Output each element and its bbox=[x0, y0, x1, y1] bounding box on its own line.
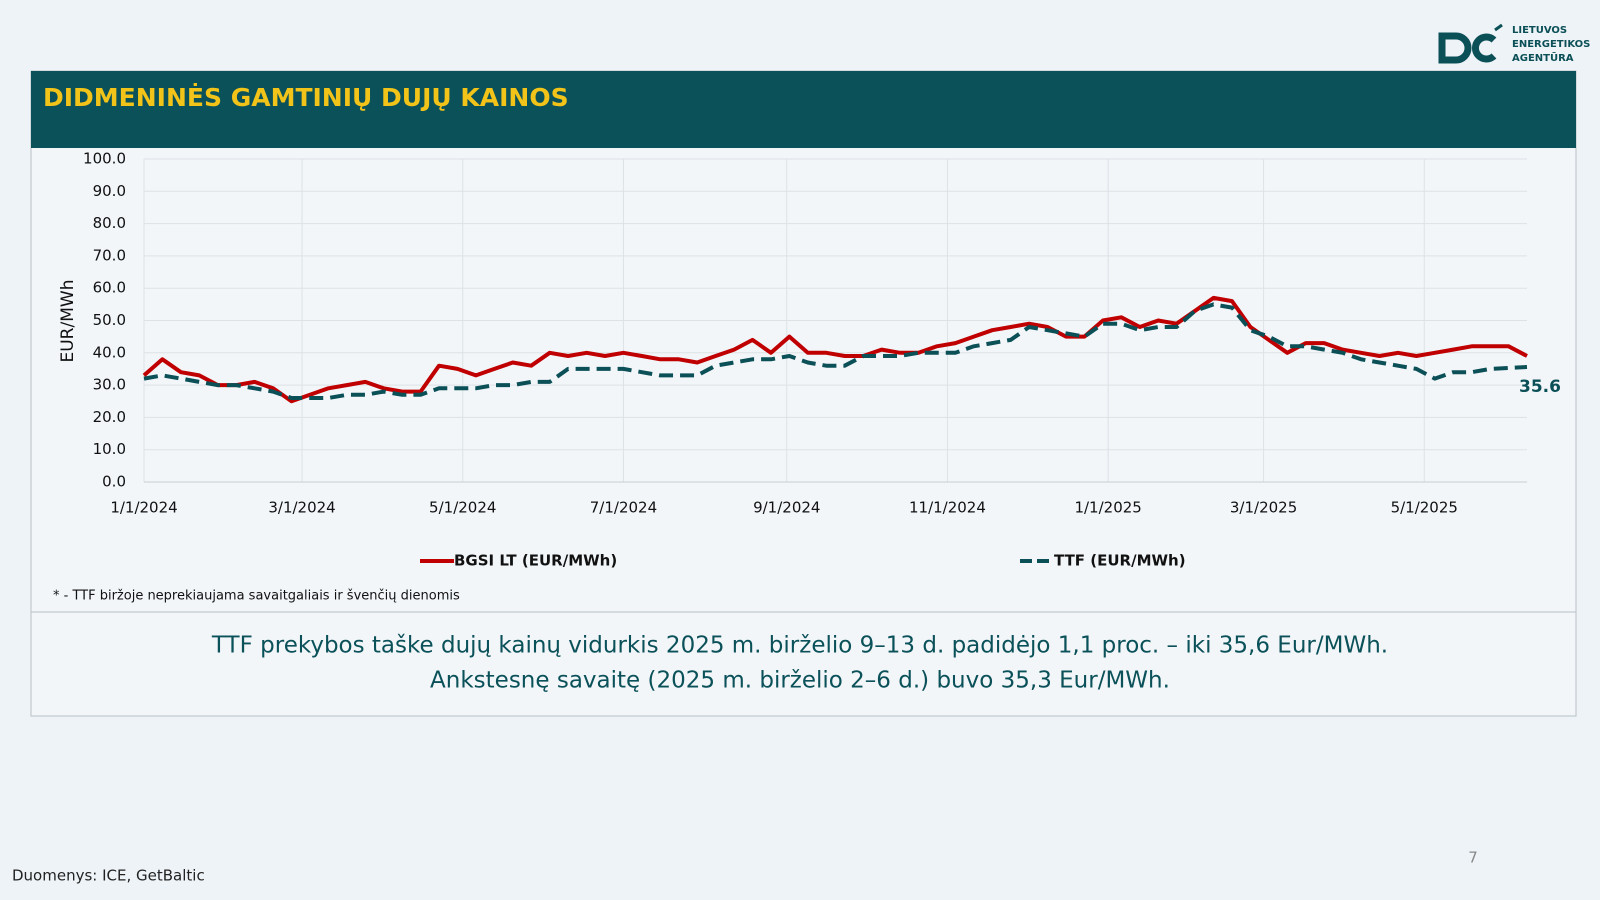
header-bar bbox=[31, 71, 1576, 148]
x-tick-label: 3/1/2024 bbox=[268, 499, 335, 517]
chart-frame bbox=[30, 70, 1577, 616]
logo-mark bbox=[1438, 32, 1472, 64]
summary-line: Ankstesnę savaitę (2025 m. birželio 2–6 … bbox=[430, 668, 1170, 694]
y-tick-label: 60.0 bbox=[93, 279, 126, 297]
x-tick-label: 5/1/2025 bbox=[1391, 499, 1458, 517]
logo-text: ENERGETIKOS bbox=[1512, 39, 1590, 50]
y-tick-label: 10.0 bbox=[93, 440, 126, 458]
y-tick-label: 50.0 bbox=[93, 311, 126, 329]
x-tick-label: 1/1/2025 bbox=[1074, 499, 1141, 517]
footnote: * - TTF biržoje neprekiaujama savaitgali… bbox=[53, 589, 460, 604]
logo-mark bbox=[1494, 23, 1503, 32]
summary-line: TTF prekybos taške dujų kainų vidurkis 2… bbox=[211, 633, 1388, 659]
data-label: 35.6 bbox=[1519, 377, 1561, 397]
series-line bbox=[143, 302, 1528, 400]
y-tick-label: 30.0 bbox=[93, 376, 126, 394]
x-tick-label: 9/1/2024 bbox=[753, 499, 820, 517]
y-tick-label: 70.0 bbox=[93, 246, 126, 264]
x-tick-label: 3/1/2025 bbox=[1230, 499, 1297, 517]
y-tick-label: 80.0 bbox=[93, 214, 126, 232]
header-title: DIDMENINĖS GAMTINIŲ DUJŲ KAINOS bbox=[43, 82, 569, 112]
summary-box bbox=[30, 611, 1577, 717]
logo-text: AGENTŪRA bbox=[1512, 51, 1574, 64]
logo-mark bbox=[1472, 33, 1497, 63]
y-tick-label: 20.0 bbox=[93, 408, 126, 426]
legend-label: BGSI LT (EUR/MWh) bbox=[454, 552, 617, 570]
y-tick-label: 90.0 bbox=[93, 182, 126, 200]
source: Duomenys: ICE, GetBaltic bbox=[12, 867, 205, 885]
legend-label: TTF (EUR/MWh) bbox=[1054, 552, 1186, 570]
x-tick-label: 11/1/2024 bbox=[909, 499, 986, 517]
y-tick-label: 40.0 bbox=[93, 343, 126, 361]
y-axis-label: EUR/MWh bbox=[58, 280, 78, 363]
page-number: 7 bbox=[1468, 849, 1478, 867]
y-tick-label: 100.0 bbox=[83, 150, 126, 168]
x-tick-label: 1/1/2024 bbox=[110, 499, 177, 517]
x-tick-label: 7/1/2024 bbox=[590, 499, 657, 517]
logo-text: LIETUVOS bbox=[1512, 25, 1567, 36]
logo: LIETUVOS ENERGETIKOS AGENTŪRA bbox=[1438, 23, 1590, 64]
y-tick-label: 0.0 bbox=[102, 473, 126, 491]
x-tick-label: 5/1/2024 bbox=[429, 499, 496, 517]
